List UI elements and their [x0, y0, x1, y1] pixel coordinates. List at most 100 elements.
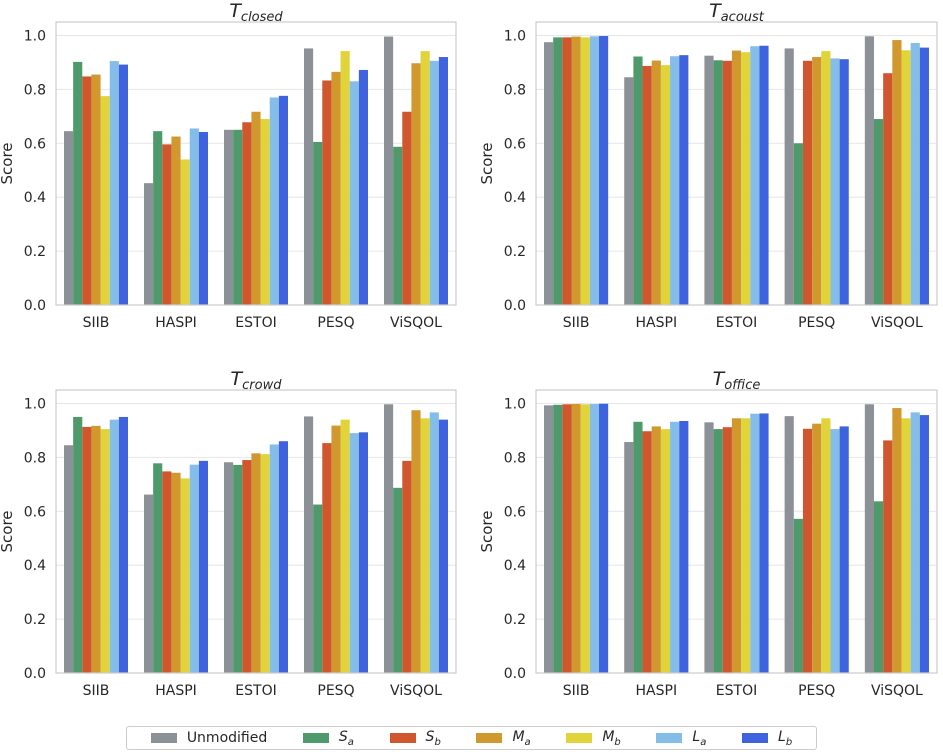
bar-siib-unmodified — [64, 445, 74, 673]
bar-pesq-la — [830, 58, 840, 306]
x-tick-label: SIIB — [563, 315, 590, 331]
x-tick-label: SIIB — [83, 315, 110, 331]
x-tick-label: ViSQOL — [390, 315, 442, 331]
bar-haspi-sb — [642, 431, 652, 673]
x-tick-label: SIIB — [83, 683, 110, 699]
bar-visqol-sb — [883, 73, 893, 305]
bar-pesq-sb — [802, 60, 813, 305]
bar-estoi-la — [750, 46, 760, 305]
bar-siib-la — [589, 404, 600, 673]
bar-siib-lb — [599, 403, 609, 673]
bar-estoi-sb — [242, 460, 252, 673]
y-tick-label: 1.0 — [24, 28, 46, 44]
bar-siib-unmodified — [544, 405, 554, 673]
y-tick-label: 0.6 — [24, 136, 46, 152]
bar-visqol-unmodified — [384, 36, 394, 305]
bar-siib-ma — [91, 425, 101, 673]
y-axis-label: Score — [0, 142, 16, 184]
bar-siib-sa — [73, 61, 83, 305]
bar-visqol-sa — [393, 487, 403, 673]
bar-haspi-mb — [660, 65, 671, 305]
bar-pesq-la — [349, 433, 359, 673]
bar-visqol-ma — [892, 40, 902, 305]
bar-pesq-la — [830, 429, 840, 673]
bar-visqol-lb — [438, 419, 448, 673]
bar-estoi-unmodified — [224, 462, 234, 673]
bar-haspi-lb — [198, 460, 208, 673]
bar-estoi-la — [750, 413, 760, 673]
y-tick-label: 0.4 — [24, 190, 46, 206]
chart-panel-crowd: 0.0 0.2 0.4 0.6 0.8 1.0 SIIB HASPI ESTOI PESQ ViSQ… — [0, 368, 457, 699]
x-tick-label: HASPI — [155, 315, 197, 331]
bar-pesq-ma — [812, 57, 822, 306]
bar-pesq-ma — [331, 71, 341, 305]
bar-estoi-sb — [722, 427, 732, 673]
x-tick-label: HASPI — [636, 683, 678, 699]
x-tick-label: PESQ — [317, 315, 354, 331]
bar-visqol-mb — [901, 50, 911, 305]
bar-pesq-mb — [821, 418, 831, 673]
y-tick-label: 0.4 — [24, 558, 46, 574]
legend-item-la: La — [656, 729, 706, 747]
bar-pesq-sa — [793, 518, 803, 673]
legend-label: Lb — [778, 728, 793, 748]
bar-haspi-unmodified — [624, 77, 634, 305]
bar-estoi-lb — [759, 45, 769, 306]
bar-siib-mb — [100, 429, 110, 673]
legend-item-unmodified: Unmodified — [150, 730, 267, 746]
x-tick-label: HASPI — [155, 683, 197, 699]
bar-haspi-sb — [162, 471, 172, 673]
y-tick-label: 0.0 — [24, 666, 46, 682]
plot-frame — [535, 21, 938, 306]
bar-siib-ma — [571, 404, 581, 673]
plot-frame — [55, 389, 457, 674]
bar-pesq-sa — [313, 504, 323, 673]
bar-estoi-sb — [242, 122, 252, 306]
bar-haspi-sa — [153, 131, 163, 305]
bar-siib-mb — [580, 404, 590, 673]
legend-item-ma: Ma — [476, 729, 531, 747]
bar-pesq-sb — [322, 443, 332, 673]
bar-estoi-la — [269, 444, 279, 673]
bar-estoi-unmodified — [704, 422, 714, 673]
bar-haspi-lb — [679, 420, 689, 673]
bar-pesq-unmodified — [304, 416, 314, 673]
bar-pesq-mb — [340, 419, 350, 673]
bar-siib-la — [109, 61, 119, 306]
y-tick-label: 0.0 — [24, 298, 46, 314]
bar-siib-sb — [562, 37, 572, 306]
bar-siib-sa — [73, 416, 83, 673]
y-tick-label: 0.2 — [504, 244, 526, 260]
bar-pesq-ma — [331, 425, 341, 673]
bar-haspi-mb — [180, 159, 190, 305]
x-tick-label: PESQ — [317, 683, 354, 699]
chart-panel-closed: 0.0 0.2 0.4 0.6 0.8 1.0 SIIB HASPI ESTOI PESQ ViSQ… — [0, 0, 457, 331]
bar-siib-la — [109, 419, 119, 673]
y-tick-label: 1.0 — [24, 396, 46, 412]
bar-haspi-ma — [171, 136, 181, 305]
bar-pesq-lb — [358, 432, 368, 673]
bar-visqol-sa — [393, 146, 403, 305]
bar-haspi-lb — [198, 131, 208, 305]
bar-visqol-lb — [919, 415, 929, 673]
bar-pesq-sa — [313, 141, 323, 305]
bar-estoi-mb — [260, 454, 270, 673]
legend-swatch — [476, 732, 503, 743]
bar-estoi-mb — [741, 52, 751, 305]
bar-estoi-unmodified — [224, 129, 234, 305]
legend-label: Sa — [338, 728, 354, 748]
bar-visqol-la — [429, 412, 439, 673]
bar-haspi-la — [189, 128, 199, 305]
y-tick-label: 0.8 — [504, 450, 526, 466]
bar-siib-sa — [553, 404, 563, 673]
y-tick-label: 0.0 — [504, 666, 526, 682]
bar-siib-sb — [82, 76, 92, 305]
y-tick-label: 0.2 — [24, 612, 46, 628]
y-tick-label: 0.6 — [24, 504, 46, 520]
bar-estoi-lb — [278, 95, 288, 306]
legend-item-lb: Lb — [742, 728, 793, 748]
y-tick-label: 0.6 — [504, 504, 526, 520]
bar-visqol-mb — [901, 418, 911, 673]
y-tick-label: 0.8 — [24, 82, 46, 98]
legend-item-sa: Sa — [302, 728, 354, 748]
